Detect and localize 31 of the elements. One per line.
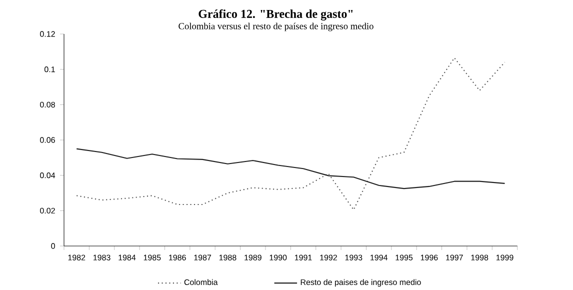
x-tick-label: 1984 (118, 254, 136, 260)
x-tick-label: 1985 (144, 254, 161, 260)
x-tick-label: 1994 (370, 254, 388, 260)
y-tick-label: 0.1 (44, 66, 55, 72)
x-tick-label: 1999 (496, 254, 514, 260)
y-tick-label: 0.06 (40, 137, 55, 143)
x-tick-label: 1987 (194, 254, 212, 260)
y-tick-label: 0.04 (40, 172, 56, 178)
y-tick-label: 0.08 (40, 102, 55, 108)
chart-title: Gráfico 12. "Brecha de gasto" (198, 9, 353, 20)
x-tick-label: 1997 (446, 254, 463, 260)
x-tick-label: 1991 (294, 254, 312, 260)
legend-label: Resto de paises de ingreso medio (300, 279, 421, 287)
y-tick-label: 0.02 (40, 208, 55, 214)
y-tick-label: 0 (51, 243, 55, 249)
x-tick-label: 1983 (93, 254, 110, 260)
x-tick-label: 1988 (219, 254, 236, 260)
chart-subtitle: Colombia versus el resto de países de ingreso medio (178, 22, 374, 32)
y-tick-label: 0.12 (40, 31, 55, 37)
x-tick-label: 1995 (396, 254, 413, 260)
x-tick-label: 1993 (345, 254, 362, 260)
x-tick-label: 1990 (270, 254, 287, 260)
x-tick-label: 1982 (68, 254, 86, 260)
x-tick-label: 1986 (169, 254, 186, 260)
x-tick-label: 1992 (320, 254, 337, 260)
line-series (76, 148, 506, 190)
x-tick-label: 1989 (244, 254, 262, 260)
line-series (76, 57, 506, 210)
x-tick-label: 1998 (471, 254, 488, 260)
legend-label: Colombia (184, 279, 218, 286)
x-tick-label: 1996 (420, 254, 438, 260)
